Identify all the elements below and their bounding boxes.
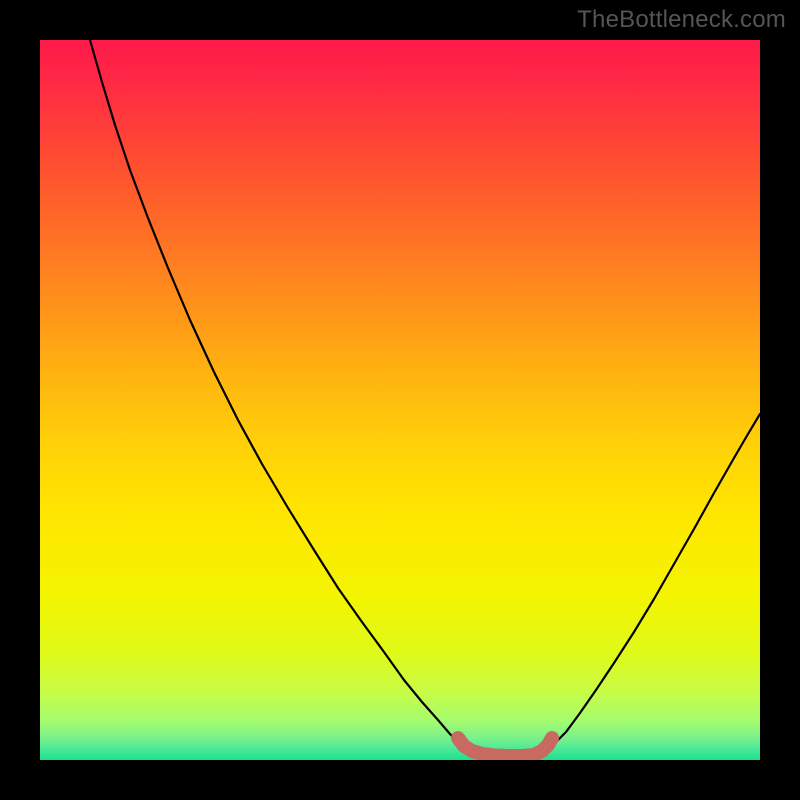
chart-container: TheBottleneck.com	[0, 0, 800, 800]
bottleneck-chart	[0, 0, 800, 800]
watermark-text: TheBottleneck.com	[577, 6, 786, 34]
plot-area	[40, 40, 760, 760]
